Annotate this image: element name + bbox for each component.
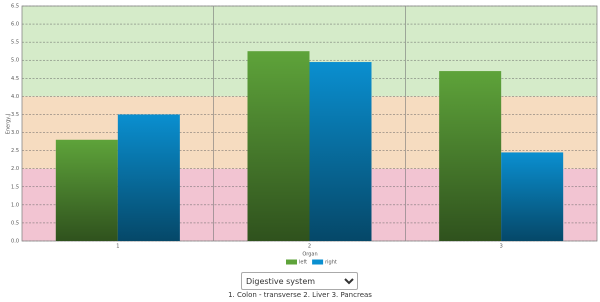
x-tick-label: 2 — [308, 244, 311, 250]
legend-title: Organ — [302, 252, 317, 258]
y-tick-label: 0.0 — [11, 239, 19, 245]
bar-shade — [501, 152, 564, 241]
y-tick-label: 1.0 — [11, 202, 19, 208]
y-tick-label: 2.0 — [11, 166, 19, 172]
y-tick-label: 5.0 — [11, 58, 19, 64]
y-tick-label: 0.5 — [11, 220, 19, 226]
caption: 1. Colon - transverse 2. Liver 3. Pancre… — [228, 291, 372, 299]
y-tick-label: 3.0 — [11, 130, 19, 136]
bar-shade — [117, 114, 180, 241]
legend-label: right — [325, 260, 337, 266]
y-tick-label: 5.5 — [11, 40, 19, 46]
y-tick-label: 1.5 — [11, 184, 19, 190]
y-axis-label: Energy,J — [6, 114, 12, 135]
x-tick-label: 3 — [500, 244, 503, 250]
x-tick-label: 1 — [116, 244, 119, 250]
legend-swatch — [286, 259, 297, 265]
y-tick-label: 2.5 — [11, 148, 19, 154]
y-tick-label: 4.0 — [11, 94, 19, 100]
chart: Energy,J Organ 0.0 0.5 1.0 1.5 2.0 2.5 3.0 3.5 4… — [6, 4, 598, 266]
bar-shade — [439, 71, 502, 241]
y-tick-label: 4.5 — [11, 76, 19, 82]
bar-shade — [247, 51, 310, 241]
legend-label: left — [299, 260, 307, 266]
y-tick-label: 6.0 — [11, 22, 19, 28]
bar-shade — [309, 62, 372, 242]
bar-shade — [55, 139, 118, 241]
y-tick-label: 3.5 — [11, 112, 19, 118]
organ-system-dropdown[interactable]: Digestive system — [241, 272, 358, 290]
y-tick-label: 6.5 — [11, 4, 19, 10]
legend-swatch — [312, 259, 324, 265]
